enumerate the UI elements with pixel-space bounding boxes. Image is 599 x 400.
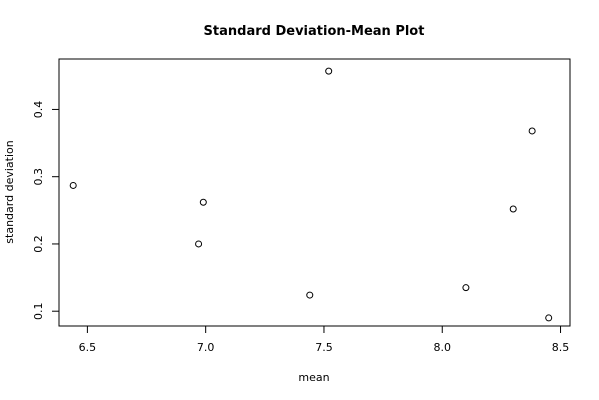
data-point bbox=[462, 284, 470, 292]
data-point bbox=[528, 127, 536, 135]
data-point bbox=[545, 314, 553, 322]
x-tick-label: 6.5 bbox=[79, 341, 97, 354]
data-point bbox=[509, 205, 517, 213]
data-point bbox=[306, 291, 314, 299]
data-point bbox=[199, 198, 207, 206]
x-tick-label: 7.5 bbox=[315, 341, 333, 354]
x-axis: 6.5 7.0 7.5 8.0 8.5 bbox=[79, 325, 570, 354]
y-axis: 0.1 0.2 0.3 0.4 bbox=[32, 101, 60, 320]
plot-frame bbox=[58, 58, 571, 327]
data-points bbox=[69, 67, 553, 322]
x-axis-title: mean bbox=[298, 371, 329, 384]
y-tick-label: 0.2 bbox=[32, 235, 45, 253]
x-tick-label: 8.0 bbox=[434, 341, 452, 354]
data-point bbox=[195, 240, 203, 248]
y-tick-label: 0.1 bbox=[32, 302, 45, 320]
x-tick-label: 8.5 bbox=[552, 341, 570, 354]
y-tick-label: 0.4 bbox=[32, 101, 45, 119]
data-point bbox=[325, 67, 333, 75]
x-tick-label: 7.0 bbox=[197, 341, 215, 354]
y-axis-title: standard deviation bbox=[3, 140, 16, 243]
chart-title: Standard Deviation-Mean Plot bbox=[204, 24, 425, 39]
y-tick-label: 0.3 bbox=[32, 168, 45, 186]
data-point bbox=[69, 181, 77, 189]
